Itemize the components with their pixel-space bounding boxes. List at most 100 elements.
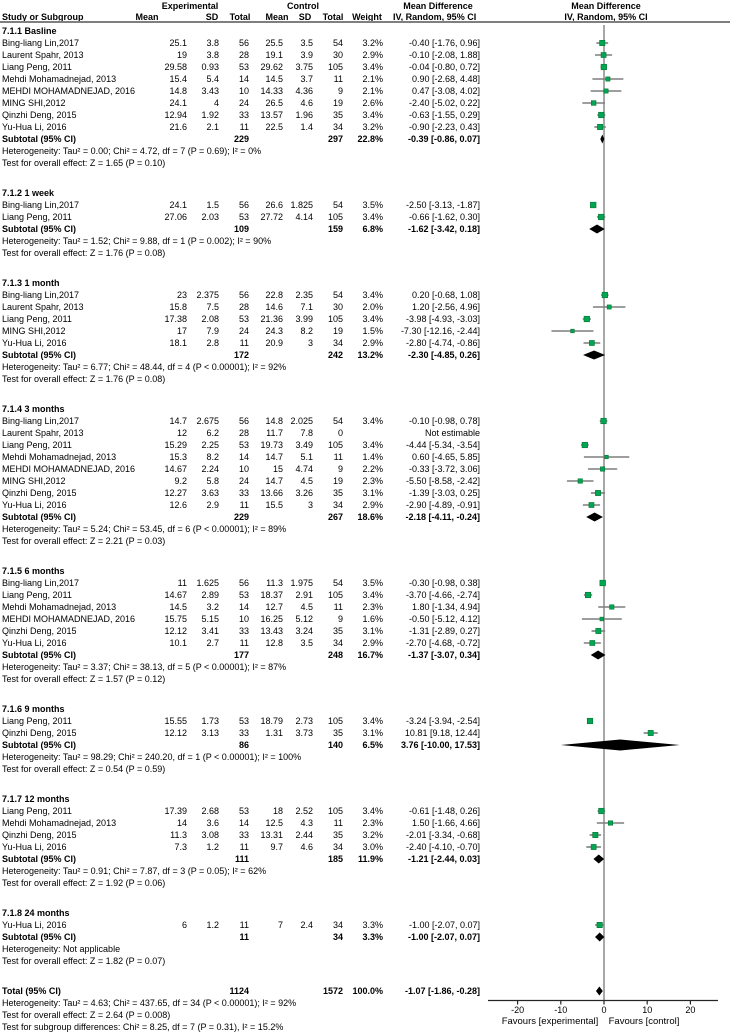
control-sd: 5.12 xyxy=(295,614,313,624)
control-sd: 2.35 xyxy=(295,290,313,300)
overall-effect-row: Test for overall effect: Z = 1.82 (P = 0… xyxy=(0,955,730,967)
total-row: Total (95% CI) 1124 1572 100.0% -1.07 [-1.86… xyxy=(0,985,730,997)
study-row: Liang Peng, 2011 15.29 2.25 53 19.73 3.49 105 3… xyxy=(0,439,730,451)
experimental-sd: 7.5 xyxy=(206,302,219,312)
control-mean: 18.79 xyxy=(260,716,283,726)
experimental-mean: 17.39 xyxy=(164,806,187,816)
study-row: Bing-liang Lin,2017 11 1.625 56 11.3 1.975 54 3… xyxy=(0,577,730,589)
study-name: Qinzhi Deng, 2015 xyxy=(2,728,77,738)
header-mean-difference-col: Mean Difference xyxy=(403,1,473,11)
control-mean: 14.8 xyxy=(265,416,283,426)
study-name: Laurent Spahr, 2013 xyxy=(2,50,84,60)
experimental-total: 24 xyxy=(238,326,249,336)
control-sd: 2.44 xyxy=(295,830,313,840)
study-row: Laurent Spahr, 2013 19 3.8 28 19.1 3.9 30 2.9% -… xyxy=(0,49,730,61)
weight-value: 3.4% xyxy=(362,440,383,450)
control-sd: 5.1 xyxy=(300,452,313,462)
ci-text: Not estimable xyxy=(424,428,480,438)
experimental-sd: 2.68 xyxy=(201,806,219,816)
control-total: 105 xyxy=(327,440,343,450)
weight-value: 3.1% xyxy=(362,488,383,498)
section-title: 7.1.7 12 months xyxy=(2,794,70,804)
weight-value: 2.1% xyxy=(362,74,383,84)
control-total: 19 xyxy=(332,98,343,108)
study-row: MEHDI MOHAMADNEJAD, 2016 14.67 2.24 10 15 4.7… xyxy=(0,463,730,475)
overall-effect-text: Test for overall effect: Z = 1.76 (P = 0… xyxy=(2,374,166,384)
experimental-mean: 15.3 xyxy=(169,452,187,462)
control-mean: 21.36 xyxy=(260,314,283,324)
study-row: MEHDI MOHAMADNEJAD, 2016 15.75 5.15 10 16.25… xyxy=(0,613,730,625)
subtotal-ci-text: -1.00 [-2.07, 0.07] xyxy=(407,932,480,942)
study-row: Liang Peng, 2011 14.67 2.89 53 18.37 2.91 105 3… xyxy=(0,589,730,601)
experimental-total: 33 xyxy=(238,110,249,120)
overall-effect-text: Test for overall effect: Z = 1.76 (P = 0… xyxy=(2,248,166,258)
subtotal-experimental-total: 229 xyxy=(233,134,249,144)
study-name: Bing-liang Lin,2017 xyxy=(2,290,80,300)
experimental-sd: 3.6 xyxy=(206,818,219,828)
control-total: 30 xyxy=(332,50,343,60)
header-experimental-total: Total xyxy=(229,12,251,22)
weight-value: 3.0% xyxy=(362,842,383,852)
experimental-sd: 2.675 xyxy=(196,416,219,426)
control-sd: 1.96 xyxy=(295,110,313,120)
control-total: 105 xyxy=(327,62,343,72)
control-sd: 4.5 xyxy=(300,602,313,612)
experimental-sd: 5.15 xyxy=(201,614,219,624)
study-name: MING SHI,2012 xyxy=(2,326,66,336)
control-total: 35 xyxy=(332,728,343,738)
experimental-total: 28 xyxy=(238,50,249,60)
study-name: Liang Peng, 2011 xyxy=(2,314,72,324)
subtotal-weight: 18.6% xyxy=(357,512,383,522)
heterogeneity-text: Heterogeneity: Tau² = 0.91; Chi² = 7.87,… xyxy=(2,866,267,876)
study-name: Bing-liang Lin,2017 xyxy=(2,578,80,588)
experimental-sd: 3.41 xyxy=(201,626,219,636)
subtotal-label: Subtotal (95% CI) xyxy=(2,740,77,750)
experimental-mean: 25.1 xyxy=(169,38,187,48)
experimental-mean: 29.58 xyxy=(164,62,187,72)
section-title-row: 7.1.6 9 months xyxy=(0,703,730,715)
experimental-mean: 7.3 xyxy=(174,842,187,852)
control-total: 35 xyxy=(332,488,343,498)
ci-text: -2.80 [-4.74, -0.86] xyxy=(405,338,480,348)
control-sd: 2.52 xyxy=(295,806,313,816)
ci-text: 1.20 [-2.56, 4.96] xyxy=(411,302,480,312)
subtotal-control-total: 248 xyxy=(327,650,343,660)
section-title: 7.1.2 1 week xyxy=(2,188,55,198)
study-row: MING SHI,2012 9.2 5.8 24 14.7 4.5 19 2.3% -5.50 … xyxy=(0,475,730,487)
weight-value: 3.4% xyxy=(362,416,383,426)
study-name: Yu-Hua Li, 2016 xyxy=(2,842,67,852)
study-name: Yu-Hua Li, 2016 xyxy=(2,500,67,510)
section-title-row: 7.1.1 Basline xyxy=(0,25,730,37)
subtotal-control-total: 159 xyxy=(327,224,343,234)
control-sd: 8.2 xyxy=(300,326,313,336)
control-sd: 4.36 xyxy=(295,86,313,96)
study-row: Yu-Hua Li, 2016 12.6 2.9 11 15.5 3 34 2.9% -2.90… xyxy=(0,499,730,511)
control-mean: 14.5 xyxy=(265,74,283,84)
experimental-mean: 12.12 xyxy=(164,626,187,636)
control-total: 9 xyxy=(337,464,343,474)
section-title-row: 7.1.3 1 month xyxy=(0,277,730,289)
experimental-mean: 18.1 xyxy=(169,338,187,348)
study-row: Laurent Spahr, 2013 15.8 7.5 28 14.6 7.1 30 2.0… xyxy=(0,301,730,313)
ci-text: -2.01 [-3.34, -0.68] xyxy=(405,830,480,840)
control-mean: 19.73 xyxy=(260,440,283,450)
control-total: 54 xyxy=(332,290,343,300)
control-total: 9 xyxy=(337,86,343,96)
experimental-total: 11 xyxy=(239,638,249,648)
weight-value: 1.4% xyxy=(362,452,383,462)
experimental-total: 24 xyxy=(238,98,249,108)
subtotal-control-total: 242 xyxy=(327,350,343,360)
experimental-mean: 12.27 xyxy=(164,488,187,498)
header-iv-random-ci-col: IV, Random, 95% CI xyxy=(393,12,477,22)
ci-text: -0.66 [-1.62, 0.30] xyxy=(408,212,480,222)
favours-experimental-label: Favours [experimental] xyxy=(501,1016,599,1027)
control-sd: 4.5 xyxy=(300,476,313,486)
control-mean: 7 xyxy=(277,920,283,930)
subtotal-label: Subtotal (95% CI) xyxy=(2,350,77,360)
ci-text: 0.90 [-2.68, 4.48] xyxy=(411,74,480,84)
overall-effect-text: Test for overall effect: Z = 1.65 (P = 0… xyxy=(2,158,166,168)
header-weight: Weight xyxy=(352,12,382,22)
control-total: 105 xyxy=(327,314,343,324)
overall-effect-text: Test for overall effect: Z = 2.64 (P = 0… xyxy=(2,1010,171,1020)
experimental-sd: 2.89 xyxy=(201,590,219,600)
